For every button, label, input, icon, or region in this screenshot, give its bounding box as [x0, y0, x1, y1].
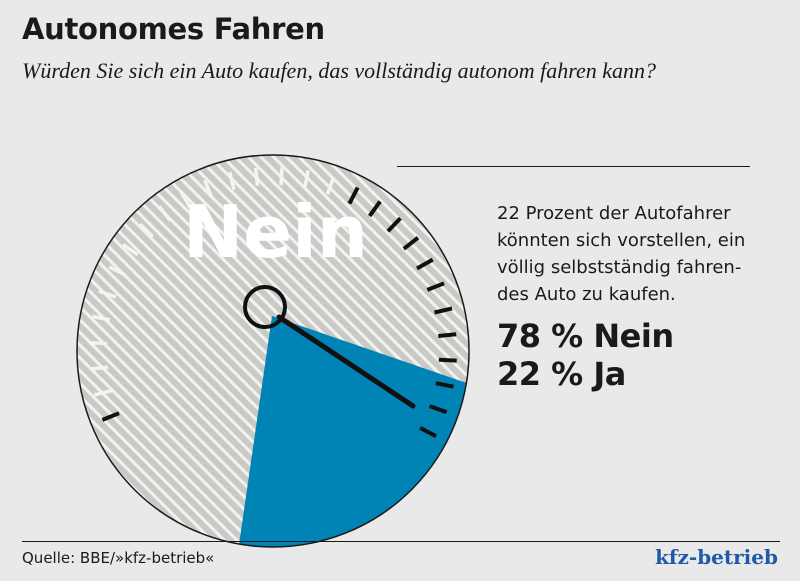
gauge-tick-dark [416, 257, 434, 271]
gauge-tick-dark [434, 306, 453, 315]
gauge-tick [253, 167, 260, 186]
gauge-tick [89, 340, 108, 346]
gauge-tick [121, 242, 139, 257]
gauge-rim [76, 154, 470, 548]
chart-title: Autonomes Fahren [22, 12, 325, 46]
source-note: Quelle: BBE/»kfz-betrieb« [22, 549, 215, 567]
gauge-tick [179, 190, 192, 209]
gauge-tick-dark [367, 200, 382, 218]
gauge-tick-dark [386, 216, 402, 233]
gauge-tick [108, 265, 127, 277]
result-ja: 22 % Ja [497, 355, 626, 393]
gauge-tick [89, 365, 108, 371]
gauge-tick [302, 170, 310, 189]
gauge-tick-dark [402, 236, 420, 251]
annotation-line: könnten sich vorstellen, ein [497, 230, 746, 251]
gauge-tick-dark [438, 357, 457, 363]
gauge-pivot [243, 285, 287, 329]
gauge-tick-dark [426, 281, 445, 292]
footer-divider [22, 541, 780, 542]
gauge-ticks [89, 167, 457, 438]
gauge-tick [98, 289, 117, 299]
gauge-tick-dark [435, 381, 454, 389]
gauge-tick-dark [347, 186, 360, 205]
annotation-text: 22 Prozent der Autofahrer könnten sich v… [497, 200, 777, 308]
gauge-tick [228, 171, 236, 191]
brand-logo: kfz-betrieb [655, 545, 778, 569]
gauge-tick [157, 205, 172, 222]
gauge-label-nein: Nein [183, 190, 368, 274]
gauge-tick [91, 314, 111, 322]
gauge-tick [279, 167, 284, 186]
gauge-tick-dark [419, 426, 438, 438]
gauge-tick [138, 222, 155, 238]
annotation-line: völlig selbstständig fahren- [497, 257, 742, 278]
gauge-tick [203, 179, 214, 198]
gauge-tick-dark [438, 332, 457, 338]
result-nein: 78 % Nein [497, 317, 674, 355]
annotation-leader-line [397, 166, 750, 167]
annotation-line: 22 Prozent der Autofahrer [497, 203, 731, 224]
pie-slice-ja [239, 316, 467, 548]
gauge-needle [276, 314, 416, 409]
gauge-tick-dark [101, 411, 120, 422]
chart-subtitle: Würden Sie sich ein Auto kaufen, das vol… [22, 58, 657, 83]
gauge-tick-dark [428, 404, 448, 414]
annotation-line: des Auto zu kaufen. [497, 284, 676, 305]
gauge-tick [93, 388, 113, 397]
gauge-tick [325, 176, 336, 195]
